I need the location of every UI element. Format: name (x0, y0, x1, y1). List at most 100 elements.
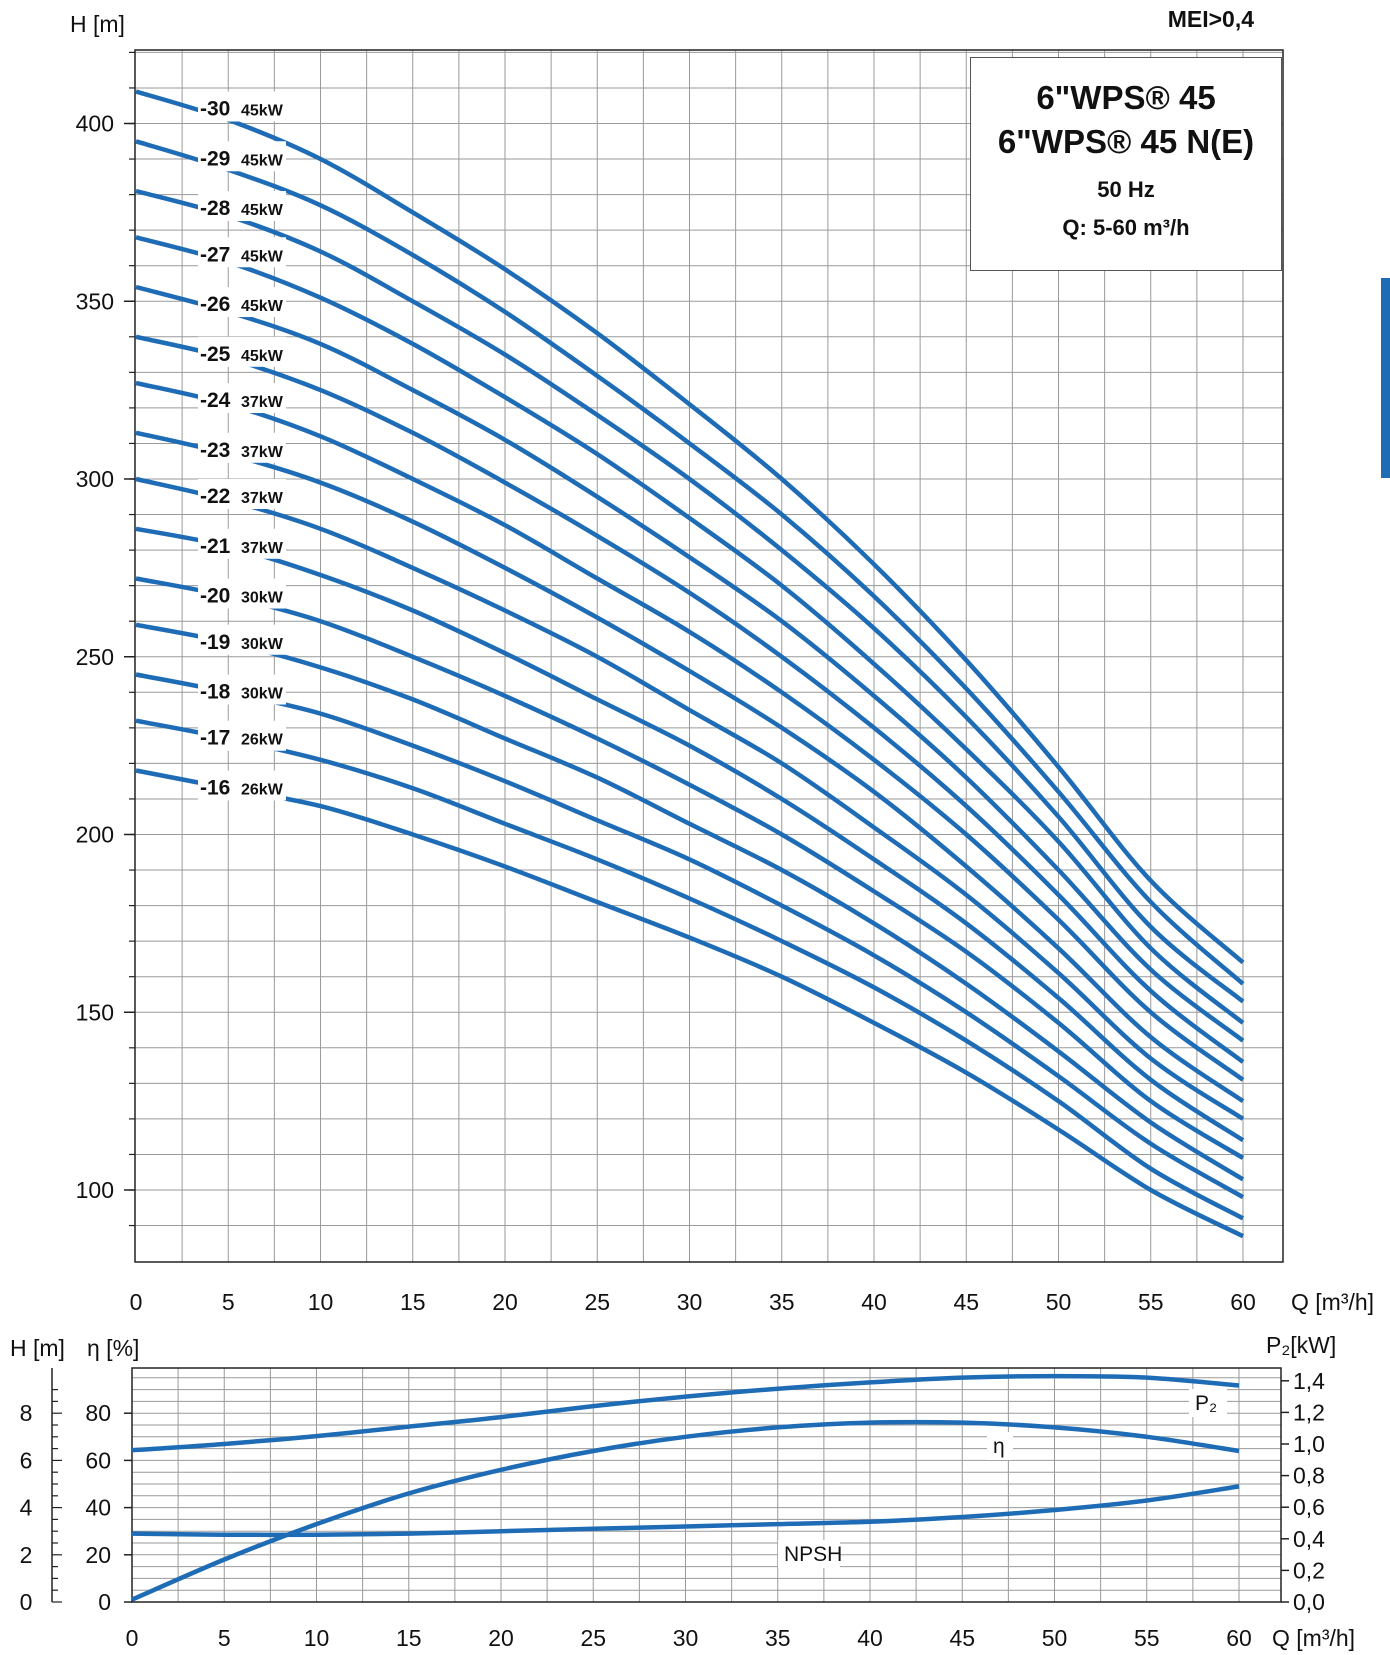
head-curve (135, 576, 1245, 1160)
label-bg (198, 432, 286, 463)
curve-label: P₂ (1195, 1392, 1217, 1415)
x-tick-label: 0 (126, 1625, 139, 1651)
x-tick-label: 0 (130, 1289, 143, 1315)
p2-tick-label: 0,6 (1293, 1494, 1325, 1520)
power-label: 45kW (241, 202, 284, 219)
power-label: 30kW (241, 636, 284, 653)
head-curve (135, 526, 1245, 1143)
power-label: 37kW (241, 444, 284, 461)
axes-main: 100 150 200 250 300 350 400 0 5 10 15 20 25 30 35 40 45 5… (70, 11, 1374, 1315)
eta-axis-label: η [%] (87, 1335, 139, 1361)
curve-label-bg (1189, 1389, 1227, 1417)
head-curve (135, 672, 1245, 1200)
y-tick-label: 100 (76, 1177, 114, 1203)
x-tick-label: 10 (308, 1289, 334, 1315)
y-tick-label: 150 (76, 999, 114, 1025)
p2-tick-label: 0,4 (1293, 1526, 1325, 1552)
power-label: 45kW (241, 298, 284, 315)
eta-tick-label: 0 (98, 1589, 111, 1615)
label-bg (198, 383, 286, 414)
title-box: 6"WPS® 45 6"WPS® 45 N(E) 50 Hz Q: 5-60 m… (970, 57, 1282, 271)
stage-label: -17 (200, 727, 230, 750)
power-label: 30kW (241, 590, 284, 607)
stage-label: -21 (200, 535, 231, 558)
x-tick-label: 5 (218, 1625, 231, 1651)
flow-range-label: Q: 5-60 m³/h (1062, 215, 1190, 240)
plot-frame (131, 1367, 1282, 1603)
eta-tick-label: 20 (85, 1542, 111, 1568)
head-curve (135, 139, 1245, 986)
x-tick-label: 30 (677, 1289, 703, 1315)
stage-label: -18 (200, 681, 231, 704)
x-tick-label: 55 (1138, 1289, 1164, 1315)
p2-tick-label: 0,0 (1293, 1589, 1325, 1615)
x-axis-label: Q [m³/h] (1272, 1625, 1355, 1651)
side-tab-marker (1381, 278, 1390, 478)
label-bg (198, 720, 286, 751)
stage-label: -22 (200, 485, 230, 508)
head-curve (135, 235, 1245, 1025)
x-tick-label: 50 (1042, 1625, 1068, 1651)
eta-tick-label: 40 (85, 1495, 111, 1521)
label-bg (198, 770, 286, 801)
power-label: 45kW (241, 348, 284, 365)
stage-label: -19 (200, 631, 230, 654)
label-bg (198, 287, 286, 318)
stage-label: -30 (200, 98, 230, 121)
head-curve (135, 622, 1245, 1182)
power-label: 30kW (241, 686, 284, 703)
head-curve (135, 718, 1245, 1221)
stage-label: -16 (200, 777, 230, 800)
x-tick-label: 25 (580, 1625, 606, 1651)
p2-tick-label: 0,2 (1293, 1557, 1325, 1583)
power-label: 37kW (241, 540, 284, 557)
p2-tick-label: 1,4 (1293, 1368, 1325, 1394)
label-bg (198, 91, 286, 122)
x-axis-label: Q [m³/h] (1291, 1289, 1374, 1315)
x-tick-label: 30 (673, 1625, 699, 1651)
label-bg (198, 237, 286, 268)
stage-label: -26 (200, 293, 230, 316)
label-bg (198, 141, 286, 172)
stage-labels: -16 26kW -17 26kW -18 30kW -19 30kW -20 30kW -21 37… (198, 91, 286, 801)
stage-label: -27 (200, 243, 230, 266)
curve-label-bg (987, 1432, 1013, 1460)
title-line-1: 6"WPS® 45 (1036, 79, 1216, 116)
h-tick-label: 0 (20, 1589, 33, 1615)
x-tick-label: 45 (949, 1625, 975, 1651)
x-tick-label: 60 (1230, 1289, 1256, 1315)
head-curve (135, 188, 1245, 1004)
label-bg (198, 191, 286, 222)
x-tick-label: 20 (488, 1625, 514, 1651)
y-tick-label: 300 (76, 466, 114, 492)
x-tick-label: 60 (1226, 1625, 1252, 1651)
secondary-curve (131, 1373, 1240, 1453)
x-tick-label: 10 (304, 1625, 330, 1651)
head-curves (135, 89, 1245, 1239)
x-tick-label: 50 (1046, 1289, 1072, 1315)
x-tick-label: 15 (396, 1625, 422, 1651)
p2-tick-label: 0,8 (1293, 1463, 1325, 1489)
secondary-curve (131, 1484, 1240, 1538)
x-tick-label: 25 (584, 1289, 610, 1315)
curve-label: η (993, 1435, 1005, 1458)
power-label: 37kW (241, 394, 284, 411)
mei-label: MEI>0,4 (1168, 6, 1255, 32)
x-tick-label: 40 (861, 1289, 887, 1315)
x-tick-label: 35 (769, 1289, 795, 1315)
head-curve (135, 284, 1245, 1043)
stage-label: -29 (200, 147, 230, 170)
power-label: 26kW (241, 732, 284, 749)
x-tick-label: 35 (765, 1625, 791, 1651)
x-tick-label: 15 (400, 1289, 426, 1315)
x-tick-label: 5 (222, 1289, 235, 1315)
power-label: 37kW (241, 490, 284, 507)
h-axis-label: H [m] (10, 1335, 65, 1361)
y-tick-label: 200 (76, 822, 114, 848)
x-tick-label: 20 (492, 1289, 518, 1315)
head-curve (135, 380, 1245, 1082)
power-label: 26kW (241, 782, 284, 799)
label-bg (198, 674, 286, 705)
